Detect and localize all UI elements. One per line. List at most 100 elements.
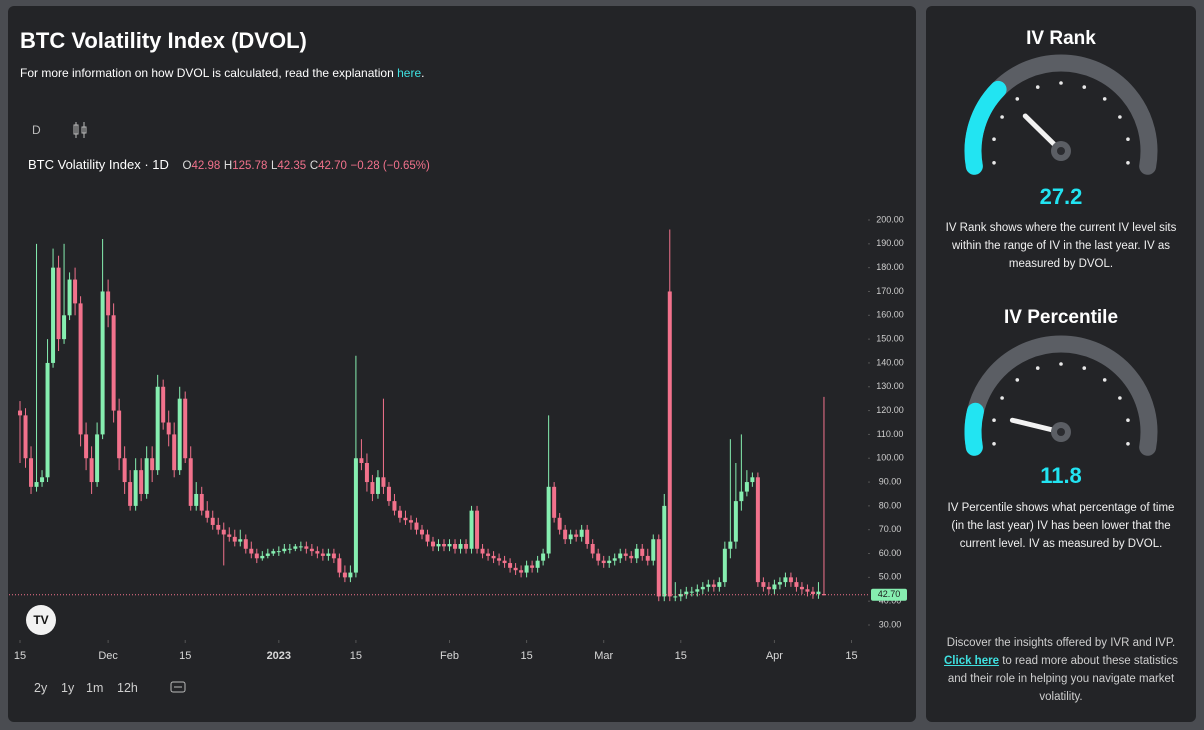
candle-body — [403, 517, 408, 521]
subtitle-link[interactable]: here — [397, 66, 422, 80]
candle-body — [585, 529, 590, 544]
candle-body — [590, 544, 595, 554]
gauge-hub-center — [1057, 428, 1065, 436]
gauge-dot — [992, 161, 996, 165]
gauge-description: IV Percentile shows what percentage of t… — [947, 502, 1175, 550]
candle-body — [188, 458, 193, 506]
candle-body — [89, 458, 94, 483]
gauge-dot — [1000, 115, 1004, 119]
candle-body — [700, 586, 705, 590]
candle-body — [282, 548, 287, 552]
range-button[interactable]: 12h — [117, 681, 138, 695]
candle-body — [711, 584, 716, 587]
legend-close: 42.70 — [318, 160, 347, 172]
gauge-hub-center — [1057, 147, 1065, 155]
candle-body — [73, 279, 78, 304]
candle-body — [574, 534, 579, 537]
candle-body — [375, 477, 380, 494]
x-tick-label: Apr — [766, 650, 783, 662]
candle-body — [689, 591, 694, 593]
candle-body — [805, 589, 810, 592]
candle-body — [40, 477, 45, 483]
icon-rect — [81, 126, 87, 134]
candle-body — [640, 548, 645, 556]
candle-body — [497, 558, 502, 561]
logo[interactable] — [26, 605, 56, 635]
candle-body — [62, 315, 67, 340]
candle-body — [100, 291, 105, 435]
gauge-dot — [1082, 85, 1087, 89]
candle-body — [607, 560, 612, 564]
candle-body — [183, 398, 188, 459]
gauge-dot — [1126, 137, 1130, 141]
candle-body — [287, 548, 292, 550]
footer-link[interactable]: Click here — [944, 655, 999, 667]
candle-body — [84, 434, 89, 459]
candle-body — [414, 522, 419, 530]
candle-body — [243, 539, 248, 549]
candle-body — [342, 572, 347, 578]
y-tick-label: 130.00 — [876, 381, 904, 391]
candle-body — [645, 555, 650, 561]
y-tick-label: 70.00 — [879, 524, 902, 534]
candle-body — [45, 362, 50, 478]
candle-body — [155, 386, 160, 471]
y-tick-label: 90.00 — [879, 476, 902, 486]
candle-body — [684, 591, 689, 595]
gauge-dot — [992, 137, 996, 141]
candle-body — [810, 591, 815, 595]
candle-body — [678, 594, 683, 597]
candle-body — [816, 591, 821, 595]
candle-body — [612, 558, 617, 561]
candle-body — [166, 422, 171, 435]
interval-button[interactable]: D — [32, 123, 41, 137]
candle-body — [799, 586, 804, 590]
title: BTC Volatility Index (DVOL) — [20, 28, 307, 53]
candle-body — [502, 560, 507, 564]
candle-body — [596, 553, 601, 561]
candle-body — [29, 458, 34, 487]
y-tick-label: 110.00 — [877, 429, 904, 439]
x-tick-label: 15 — [14, 650, 26, 662]
x-tick-label: 15 — [675, 650, 687, 662]
candle-body — [629, 555, 634, 559]
candle-body — [315, 551, 320, 554]
candle-body — [464, 544, 469, 549]
y-tick-label: 170.00 — [876, 286, 904, 296]
candle-body — [524, 565, 529, 573]
range-button[interactable]: 1y — [61, 681, 75, 695]
gauge-dot — [1015, 378, 1020, 382]
candle-body — [486, 553, 491, 556]
candle-body — [265, 553, 270, 556]
candle-body — [150, 458, 155, 471]
legend-key: C — [309, 160, 319, 172]
legend: BTC Volatility Index · 1D O42.98 H125.78… — [28, 157, 430, 172]
candle-body — [326, 553, 331, 556]
candle-body — [161, 386, 166, 423]
candle-body — [51, 267, 56, 363]
range-button[interactable]: 2y — [34, 681, 48, 695]
range-button[interactable]: 1m — [86, 681, 104, 695]
footer-text: to read more about these statistics and … — [947, 655, 1178, 703]
candle-body — [34, 482, 39, 487]
y-tick-label: 60.00 — [879, 548, 902, 558]
candle-icon[interactable] — [73, 122, 87, 138]
gauge-dot — [1102, 97, 1107, 101]
candle-body — [298, 546, 303, 548]
gauge-dot — [1126, 442, 1130, 446]
x-tick-label: Mar — [594, 650, 613, 662]
candle-body — [56, 267, 61, 340]
candle-body — [419, 529, 424, 535]
candle-body — [728, 541, 733, 549]
candle-body — [254, 553, 259, 559]
legend-change: −0.28 (−0.65%) — [350, 160, 430, 172]
candle-body — [425, 534, 430, 542]
candle-body — [750, 477, 755, 483]
compare-icon[interactable] — [170, 681, 186, 693]
legend-name: BTC Volatility Index · 1D — [28, 157, 169, 172]
gauge-fill — [964, 80, 1007, 175]
candle-body — [260, 555, 265, 559]
gauge-dot — [1035, 366, 1040, 370]
candle-body — [557, 517, 562, 530]
candle-body — [276, 551, 281, 553]
